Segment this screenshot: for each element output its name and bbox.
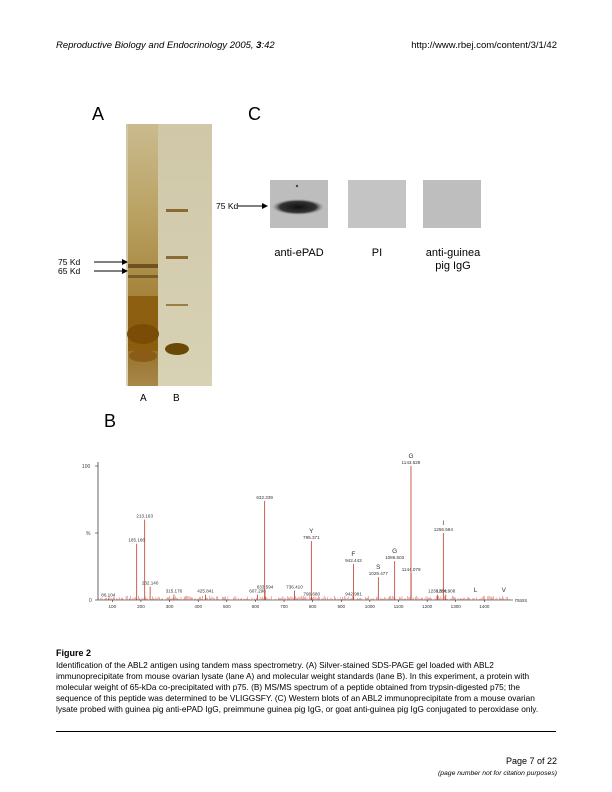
ion-label-S: S bbox=[376, 564, 381, 571]
x-tick-label: 200 bbox=[137, 604, 145, 609]
blot-label-anti-epad: anti-ePAD bbox=[259, 247, 339, 259]
ion-label-Y: Y bbox=[309, 528, 314, 535]
article-url[interactable]: http://www.rbej.com/content/3/1/42 bbox=[411, 40, 557, 51]
blot-label-anti-epad-line1: anti-ePAD bbox=[274, 247, 324, 259]
journal-year: 2005, bbox=[229, 40, 254, 51]
page-note: (page number not for citation purposes) bbox=[437, 770, 557, 777]
peak-label-942.981: 942.981 bbox=[345, 591, 362, 596]
blot-label-pi: PI bbox=[347, 247, 407, 259]
journal-header: Reproductive Biology and Endocrinology 2… bbox=[56, 40, 275, 51]
caption-text: Identification of the ABL2 antigen using… bbox=[56, 660, 539, 714]
x-tick-label: 1400 bbox=[479, 604, 490, 609]
marker-75-kd-c: 75 Kd bbox=[216, 201, 239, 211]
figure-2: A 75 Kd 65 Kd bbox=[56, 80, 556, 635]
footer-divider bbox=[56, 731, 556, 732]
x-tick-label: 900 bbox=[337, 604, 345, 609]
x-tick-label: 1200 bbox=[422, 604, 433, 609]
x-tick-label: 1100 bbox=[394, 604, 404, 609]
y-tick-100: 100 bbox=[82, 464, 91, 470]
ion-label-I: I bbox=[442, 520, 444, 527]
peak-label-232.140: 232.140 bbox=[142, 581, 159, 586]
y-tick-percent: % bbox=[86, 531, 91, 537]
peak-label-185.166: 185.166 bbox=[128, 538, 145, 543]
peak-label-1144.079: 1144.079 bbox=[402, 567, 421, 572]
peak-label-1264.908: 1264.908 bbox=[436, 589, 456, 594]
marker-arrows-a bbox=[94, 259, 128, 274]
panel-b-letter: B bbox=[104, 411, 117, 431]
lane-b-label: B bbox=[173, 393, 180, 404]
ion-label-L: L bbox=[474, 587, 478, 594]
peak-label-1029.477: 1029.477 bbox=[369, 571, 389, 576]
peak-label-942.443: 942.443 bbox=[345, 558, 362, 563]
lane-a-label: A bbox=[140, 393, 147, 404]
peak-label-632.339: 632.339 bbox=[256, 495, 273, 500]
peak-label-796.680: 796.680 bbox=[303, 591, 320, 596]
peak-label-425.841: 425.841 bbox=[197, 589, 214, 594]
figure-caption: Figure 2 Identification of the ABL2 anti… bbox=[56, 648, 556, 715]
peak-label-795.371: 795.371 bbox=[303, 535, 320, 540]
x-tick-label: 700 bbox=[280, 604, 288, 609]
journal-name: Reproductive Biology and Endocrinology bbox=[56, 40, 228, 51]
blot-anti-guinea-pig-igg bbox=[423, 180, 481, 228]
peak-label-736.410: 736.410 bbox=[286, 585, 303, 590]
caption-title: Figure 2 bbox=[56, 648, 92, 658]
peak-label-1256.594: 1256.594 bbox=[434, 527, 454, 532]
journal-article: :42 bbox=[261, 40, 275, 51]
peak-label-86.104: 86.104 bbox=[101, 593, 115, 598]
blot-label-anti-guinea-line2: pig IgG bbox=[435, 260, 471, 272]
peak-label-213.163: 213.163 bbox=[136, 514, 153, 519]
ion-label-G: G bbox=[392, 548, 397, 555]
blot-pi bbox=[348, 180, 406, 228]
x-tick-label: 1000 bbox=[365, 604, 376, 609]
ms-ms-spectrum: 100 % 0 mass 100 200 300 400 500 600 700 800 900… bbox=[82, 453, 527, 609]
ion-label-F: F bbox=[351, 551, 355, 558]
ion-label-G: G bbox=[408, 453, 413, 460]
blot-anti-epad bbox=[270, 180, 328, 228]
x-tick-label: 500 bbox=[223, 604, 231, 609]
peak-label-1086.503: 1086.503 bbox=[385, 555, 405, 560]
peak-label-607.298: 607.298 bbox=[249, 589, 266, 594]
peak-label-315.176: 315.176 bbox=[166, 589, 183, 594]
peak-label-1143.528: 1143.528 bbox=[402, 460, 421, 465]
x-tick-label: 100 bbox=[108, 604, 116, 609]
peak-label-1236.591: 1236.591 bbox=[428, 589, 448, 594]
blot-label-anti-guinea: anti-guinea pig IgG bbox=[408, 247, 498, 273]
journal-volume: 3 bbox=[256, 40, 262, 51]
marker-arrow-c bbox=[238, 203, 268, 209]
panel-a-letter: A bbox=[92, 104, 105, 124]
blot-label-pi-line1: PI bbox=[371, 247, 383, 259]
marker-75-kd-a: 75 Kd bbox=[58, 257, 81, 267]
x-tick-label: 1300 bbox=[451, 604, 462, 609]
x-tick-label: 300 bbox=[166, 604, 174, 609]
x-tick-label: 800 bbox=[309, 604, 317, 609]
marker-65-kd-a: 65 Kd bbox=[58, 266, 81, 276]
ion-label-V: V bbox=[502, 587, 507, 594]
silver-stained-gel bbox=[126, 124, 212, 386]
panel-c-letter: C bbox=[248, 104, 261, 124]
peak-label-633.594: 633.594 bbox=[257, 585, 274, 590]
y-tick-0: 0 bbox=[89, 598, 92, 604]
x-tick-label: 400 bbox=[194, 604, 202, 609]
page-number: Page 7 of 22 bbox=[505, 756, 557, 766]
blot-label-anti-guinea-line1: anti-guinea bbox=[425, 247, 481, 259]
x-axis-label: mass bbox=[515, 598, 527, 604]
x-tick-label: 600 bbox=[252, 604, 260, 609]
